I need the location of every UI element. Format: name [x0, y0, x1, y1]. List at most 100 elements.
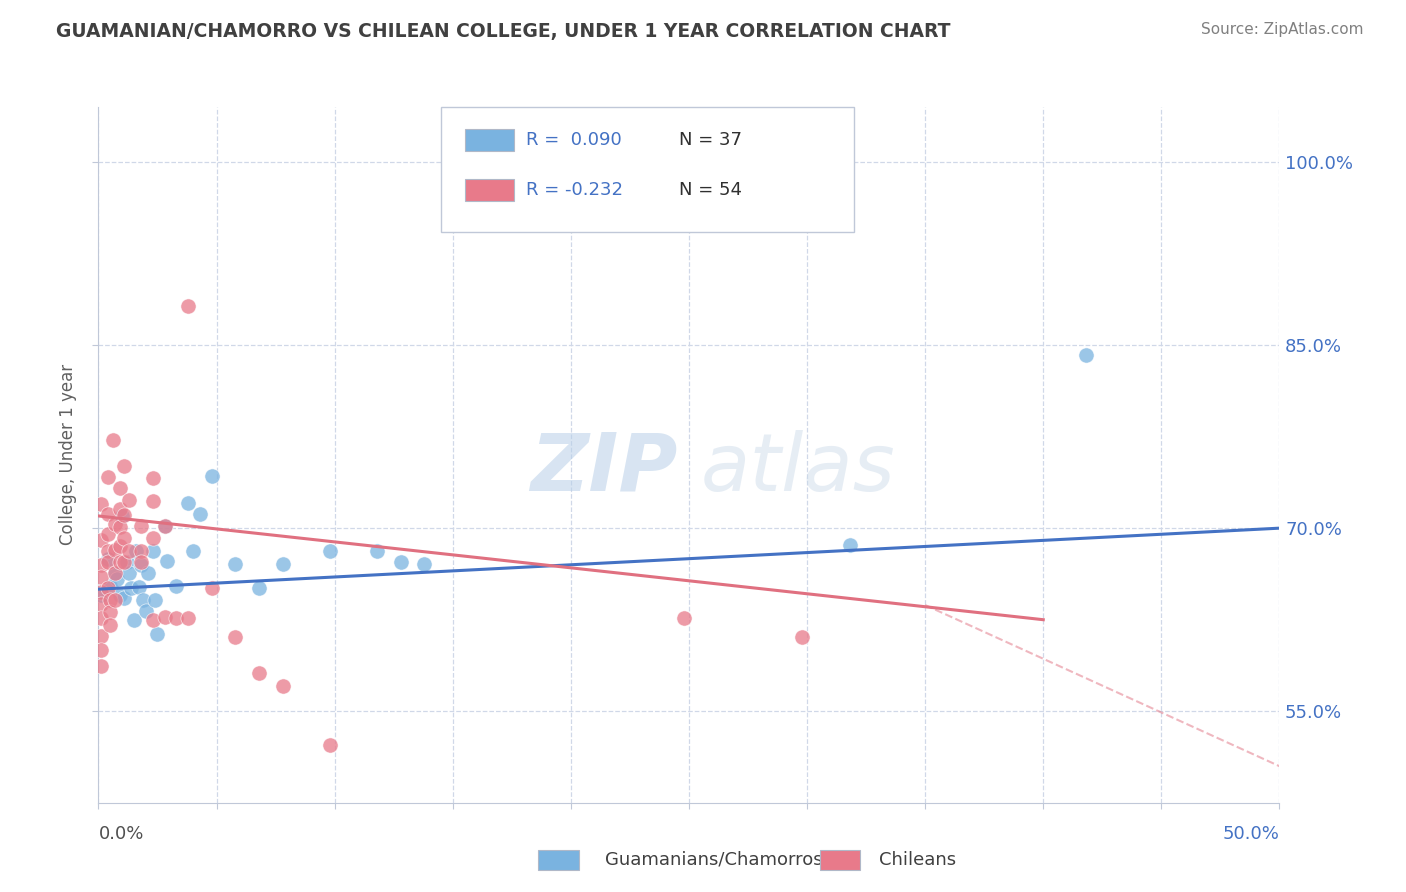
Text: Chileans: Chileans: [879, 851, 956, 869]
Point: [98, 593, 121, 607]
FancyBboxPatch shape: [441, 107, 855, 232]
Point: [319, 544, 342, 558]
Point: [142, 471, 165, 485]
Point: [125, 544, 148, 558]
Text: Guamanians/Chamorros: Guamanians/Chamorros: [605, 851, 823, 869]
Point: [366, 544, 388, 558]
Text: R = -0.232: R = -0.232: [526, 181, 623, 199]
Point: [118, 493, 141, 508]
Point: [111, 508, 134, 523]
FancyBboxPatch shape: [464, 178, 515, 201]
Point: [90, 629, 112, 643]
Point: [97, 581, 120, 595]
Point: [90, 588, 112, 602]
Point: [838, 538, 860, 552]
Point: [188, 507, 211, 521]
Point: [129, 558, 152, 572]
Point: [156, 554, 179, 568]
Point: [108, 481, 131, 495]
Point: [104, 517, 127, 532]
Point: [90, 584, 112, 599]
Point: [271, 557, 294, 571]
Point: [105, 573, 128, 587]
Point: [177, 611, 200, 625]
Point: [142, 613, 165, 627]
Point: [98, 617, 121, 632]
Point: [1074, 348, 1097, 362]
Point: [97, 507, 120, 521]
Point: [224, 630, 246, 644]
Text: N = 54: N = 54: [679, 181, 742, 199]
Point: [201, 581, 224, 595]
Point: [112, 458, 135, 473]
Point: [142, 494, 165, 508]
Point: [104, 593, 127, 607]
Point: [224, 557, 246, 571]
Point: [136, 566, 159, 581]
Point: [792, 630, 814, 644]
Point: [97, 544, 120, 558]
Text: ZIP: ZIP: [530, 430, 678, 508]
Point: [118, 544, 141, 558]
Point: [90, 558, 112, 572]
Point: [181, 544, 204, 558]
Y-axis label: College, Under 1 year: College, Under 1 year: [59, 364, 77, 546]
Point: [104, 543, 127, 558]
Point: [112, 555, 135, 569]
FancyBboxPatch shape: [464, 128, 515, 151]
Point: [247, 581, 270, 595]
Text: N = 37: N = 37: [679, 131, 742, 149]
Text: Source: ZipAtlas.com: Source: ZipAtlas.com: [1201, 22, 1364, 37]
Point: [90, 497, 112, 511]
Point: [129, 544, 152, 558]
Point: [97, 555, 120, 569]
Point: [112, 508, 135, 522]
Point: [90, 643, 112, 657]
Point: [118, 566, 141, 581]
Text: GUAMANIAN/CHAMORRO VS CHILEAN COLLEGE, UNDER 1 YEAR CORRELATION CHART: GUAMANIAN/CHAMORRO VS CHILEAN COLLEGE, U…: [56, 22, 950, 41]
Point: [108, 555, 131, 569]
Point: [97, 470, 120, 484]
Point: [129, 555, 152, 569]
Point: [112, 591, 135, 605]
Point: [90, 659, 112, 673]
Point: [153, 518, 176, 533]
Point: [108, 520, 131, 534]
Point: [153, 610, 176, 624]
Point: [165, 578, 187, 592]
Point: [98, 606, 121, 620]
Point: [673, 611, 696, 625]
Point: [122, 613, 145, 627]
Point: [319, 739, 342, 753]
Point: [108, 588, 131, 602]
Point: [413, 557, 436, 571]
Point: [142, 531, 165, 545]
Point: [98, 578, 121, 592]
Point: [121, 581, 143, 595]
Point: [104, 566, 127, 581]
Point: [108, 501, 131, 516]
Point: [146, 627, 169, 641]
Point: [97, 527, 120, 541]
Point: [153, 518, 176, 533]
Point: [201, 468, 224, 483]
Point: [177, 495, 200, 509]
Point: [129, 518, 152, 533]
Point: [132, 593, 155, 607]
Point: [177, 299, 200, 313]
Text: 0.0%: 0.0%: [98, 825, 143, 843]
Text: 50.0%: 50.0%: [1223, 825, 1279, 843]
Point: [135, 604, 157, 618]
Point: [128, 580, 150, 594]
Point: [104, 566, 127, 581]
Point: [142, 544, 165, 558]
Text: R =  0.090: R = 0.090: [526, 131, 621, 149]
Point: [143, 593, 166, 607]
Point: [115, 555, 138, 569]
Point: [112, 531, 135, 545]
Point: [97, 551, 120, 566]
Text: atlas: atlas: [700, 430, 896, 508]
Point: [108, 540, 131, 554]
Point: [247, 666, 270, 681]
Point: [90, 533, 112, 548]
